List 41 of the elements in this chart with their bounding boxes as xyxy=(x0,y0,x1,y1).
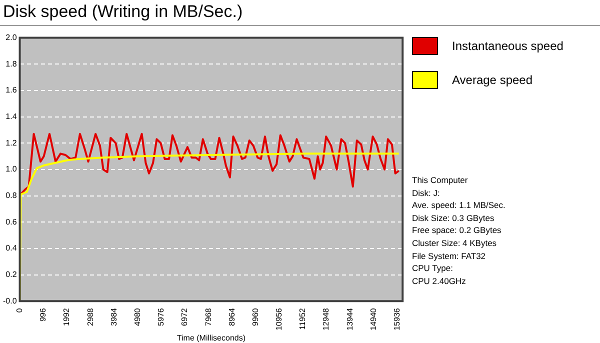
x-tick-label: 11952 xyxy=(298,308,308,330)
x-tick-label: 0 xyxy=(14,308,24,313)
chart-title: Disk speed (Writing in MB/Sec.) xyxy=(3,2,243,22)
text: This Computer xyxy=(412,174,469,187)
y-tick-label: 0.2 xyxy=(6,270,18,280)
x-tick-label: 10956 xyxy=(274,308,284,330)
y-tick-label: 1.0 xyxy=(6,164,18,174)
y-tick-label: 2.0 xyxy=(6,33,18,42)
y-tick-label: 0.8 xyxy=(6,191,18,200)
x-tick-label: 7968 xyxy=(204,308,213,326)
y-tick-label: 1.4 xyxy=(6,112,18,122)
text: Ave. speed: 1.1 MB/Sec. xyxy=(412,199,506,212)
x-tick-label: 13944 xyxy=(345,308,354,330)
text: Cluster Size: 4 KBytes xyxy=(412,236,498,250)
text: Disk Size: 0.3 GBytes xyxy=(412,212,496,224)
y-tick-label: 1.6 xyxy=(6,86,18,95)
x-tick-label: 15936 xyxy=(392,308,402,330)
x-tick-label: 9960 xyxy=(250,308,260,326)
text: CPU 2.40GHz xyxy=(412,274,467,288)
x-tick-label: 2988 xyxy=(86,308,95,326)
x-tick-label: 8964 xyxy=(227,308,236,326)
legend-label: Average speed xyxy=(452,73,533,87)
x-tick-label: 5976 xyxy=(156,308,166,326)
y-tick-label: 1.2 xyxy=(6,138,18,148)
x-tick-label: 1992 xyxy=(62,308,72,326)
x-tick-label: 6972 xyxy=(180,308,190,326)
x-tick-label: 4980 xyxy=(132,308,142,326)
x-tick-label: 996 xyxy=(38,308,48,322)
text: File System: FAT32 xyxy=(412,250,487,262)
legend-label: Instantaneous speed xyxy=(452,39,564,53)
text: Disk: J: xyxy=(412,186,441,200)
x-tick-label: 3984 xyxy=(109,308,118,326)
y-tick-label: 0.4 xyxy=(6,244,18,253)
x-tick-label: 14940 xyxy=(368,308,378,330)
text: Free space: 0.2 GBytes xyxy=(412,224,502,237)
text: CPU Type: xyxy=(412,262,454,275)
y-tick-label: -0.0 xyxy=(2,296,18,306)
x-tick-label: 12948 xyxy=(322,308,331,330)
y-tick-label: 0.6 xyxy=(6,217,18,226)
y-tick-label: 1.8 xyxy=(6,59,18,68)
x-axis-title: Time (Milliseconds) xyxy=(176,333,246,342)
